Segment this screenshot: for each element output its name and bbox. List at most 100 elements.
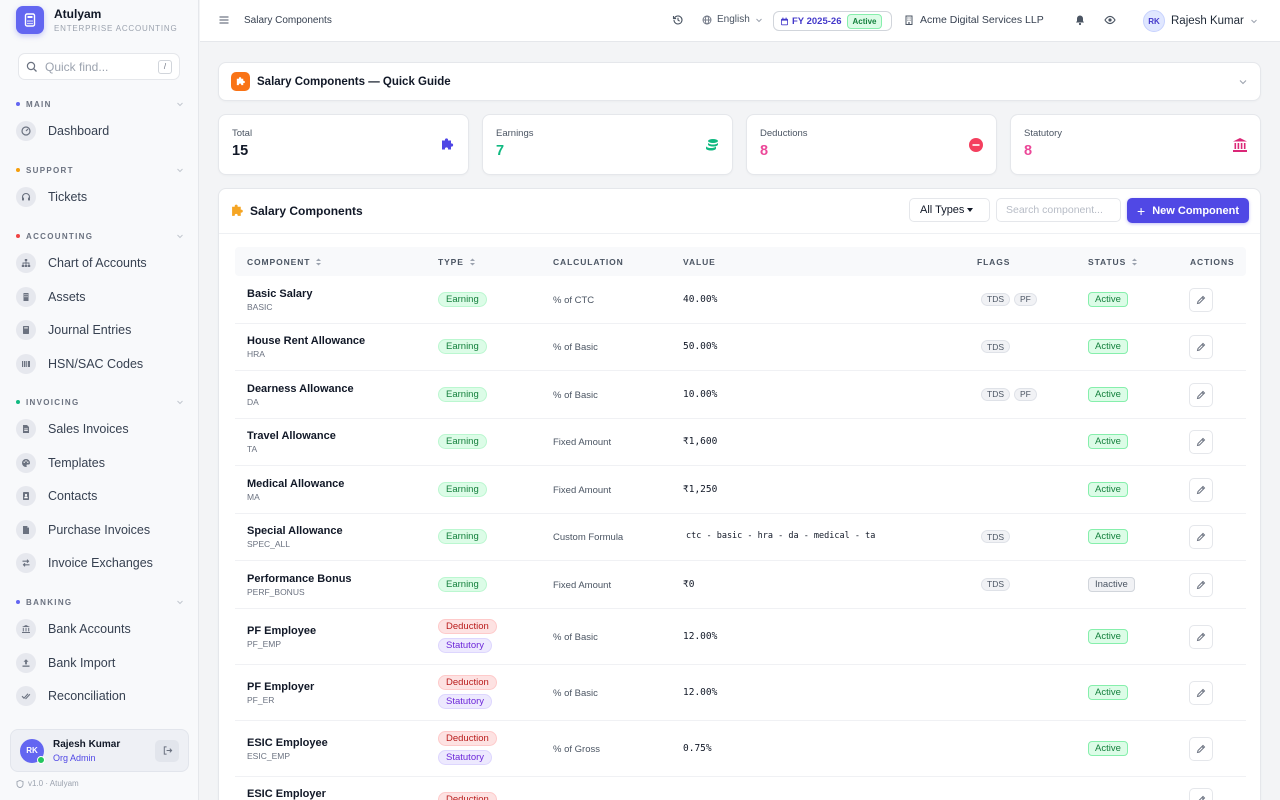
stat-value: 15 xyxy=(232,143,249,159)
edit-button[interactable] xyxy=(1189,525,1213,550)
upload-icon xyxy=(16,652,36,673)
edit-button[interactable] xyxy=(1189,788,1213,800)
nav-section-invoicing[interactable]: INVOICING xyxy=(16,396,184,408)
menu-icon[interactable] xyxy=(218,14,230,26)
sidebar-item-label: Bank Import xyxy=(48,655,116,670)
edit-button[interactable] xyxy=(1189,287,1213,312)
type-badge-earning: Earning xyxy=(438,576,487,592)
edit-button[interactable] xyxy=(1189,335,1213,360)
logout-button[interactable] xyxy=(155,739,179,762)
sidebar-item-tickets[interactable]: Tickets xyxy=(16,183,184,211)
component-name: Travel Allowance xyxy=(247,430,336,443)
flag-badge-tds: TDS xyxy=(981,292,1010,306)
quick-find[interactable]: / xyxy=(18,53,180,80)
sidebar-item-label: Tickets xyxy=(48,190,88,204)
table-row[interactable]: Medical Allowance MA Earning Fixed Amount ₹1… xyxy=(235,466,1246,514)
user-menu[interactable]: RK Rajesh Kumar xyxy=(1143,10,1258,32)
sidebar-item-bank-accounts[interactable]: Bank Accounts xyxy=(16,615,184,643)
table-row[interactable]: PF Employee PF_EMP Deduction Statutory % of … xyxy=(235,609,1246,665)
table-row[interactable]: ESIC Employer Deduction xyxy=(235,777,1246,800)
edit-button[interactable] xyxy=(1189,624,1213,649)
sidebar-item-label: Journal Entries xyxy=(48,323,132,338)
sidebar-item-contacts[interactable]: Contacts xyxy=(16,482,184,510)
flag-badge-pf: PF xyxy=(1014,387,1037,401)
sidebar-item-purchase-invoices[interactable]: Purchase Invoices xyxy=(16,516,184,544)
nav-section-banking[interactable]: BANKING xyxy=(16,596,184,608)
history-icon[interactable] xyxy=(672,14,684,26)
type-badge-earning: Earning xyxy=(438,386,487,402)
component-value: 12.00% xyxy=(683,630,718,642)
sidebar-item-bank-import[interactable]: Bank Import xyxy=(16,649,184,677)
edit-button[interactable] xyxy=(1189,430,1213,455)
status-badge: Active xyxy=(1088,684,1128,700)
calculation-method: % of Basic xyxy=(553,342,598,354)
stat-card-earnings: Earnings 7 xyxy=(482,114,733,175)
table-row[interactable]: ESIC Employee ESIC_EMP Deduction Statutory%… xyxy=(235,721,1246,777)
new-component-button[interactable]: + New Component xyxy=(1127,198,1249,223)
column-header-flags: FLAGS xyxy=(977,257,1011,267)
fiscal-year-selector[interactable]: FY 2025-26 Active xyxy=(773,11,892,31)
pencil-icon xyxy=(1196,390,1206,399)
nav-section-support[interactable]: SUPPORT xyxy=(16,164,184,176)
table-row[interactable]: Basic Salary BASIC Earning % of CTC 40.00% TD… xyxy=(235,276,1246,324)
user-card[interactable]: RK Rajesh Kumar Org Admin xyxy=(10,729,189,772)
nav-section-accounting[interactable]: ACCOUNTING xyxy=(16,230,184,242)
chevron-down-icon xyxy=(177,600,183,605)
table-row[interactable]: Travel Allowance TA Earning Fixed Amount ₹1,… xyxy=(235,419,1246,466)
quick-guide-panel[interactable]: Salary Components — Quick Guide xyxy=(218,62,1261,101)
table-row[interactable]: Performance Bonus PERF_BONUS Earning Fixed … xyxy=(235,561,1246,609)
edit-button[interactable] xyxy=(1189,680,1213,705)
fiscal-year-label: FY 2025-26 xyxy=(792,15,842,27)
status-badge: Inactive xyxy=(1088,576,1135,592)
bell-icon[interactable] xyxy=(1074,14,1086,26)
puzzle-icon xyxy=(231,72,250,91)
edit-button[interactable] xyxy=(1189,477,1213,502)
sidebar-item-dashboard[interactable]: Dashboard xyxy=(16,117,184,145)
logout-icon xyxy=(163,746,172,755)
pencil-icon xyxy=(1196,343,1206,352)
company-selector[interactable]: Acme Digital Services LLP xyxy=(904,14,1044,26)
quick-find-input[interactable] xyxy=(45,59,150,74)
component-search-input[interactable] xyxy=(996,198,1121,222)
sidebar-item-hsn-sac-codes[interactable]: HSN/SAC Codes xyxy=(16,350,184,378)
salary-components-card: Salary Components All Types + New Compon… xyxy=(218,188,1261,800)
section-dot xyxy=(16,234,20,238)
sidebar-item-journal-entries[interactable]: Journal Entries xyxy=(16,316,184,344)
brand[interactable]: Atulyam ENTERPRISE ACCOUNTING xyxy=(16,6,177,34)
sidebar-item-sales-invoices[interactable]: Sales Invoices xyxy=(16,415,184,443)
column-header-component[interactable]: COMPONENT xyxy=(247,257,322,267)
table-row[interactable]: House Rent Allowance HRA Earning % of Basic… xyxy=(235,324,1246,371)
status-badge: Active xyxy=(1088,628,1128,644)
column-header-status[interactable]: STATUS xyxy=(1088,257,1138,267)
type-badge-deduction: Deduction xyxy=(438,730,497,746)
sidebar-item-reconciliation[interactable]: Reconciliation xyxy=(16,682,184,710)
sidebar-item-assets[interactable]: Assets xyxy=(16,283,184,311)
edit-button[interactable] xyxy=(1189,572,1213,597)
edit-button[interactable] xyxy=(1189,382,1213,407)
stat-value: 8 xyxy=(760,143,769,159)
sidebar: Atulyam ENTERPRISE ACCOUNTING / MAIN Das… xyxy=(0,0,199,800)
status-badge: Active xyxy=(1088,740,1128,756)
chevron-down-icon[interactable] xyxy=(1238,77,1248,87)
status-badge: Active xyxy=(1088,339,1128,355)
table-row[interactable]: Dearness Allowance DA Earning % of Basic 10.… xyxy=(235,371,1246,419)
sidebar-item-templates[interactable]: Templates xyxy=(16,449,184,477)
nav-section-main[interactable]: MAIN xyxy=(16,98,184,110)
barcode-icon xyxy=(16,353,36,374)
edit-button[interactable] xyxy=(1189,736,1213,761)
sidebar-item-invoice-exchanges[interactable]: Invoice Exchanges xyxy=(16,549,184,577)
headset-icon xyxy=(16,187,36,207)
puzzle-icon xyxy=(442,138,454,150)
table-row[interactable]: Special Allowance SPEC_ALL Earning Custom F… xyxy=(235,514,1246,561)
sidebar-item-chart-of-accounts[interactable]: Chart of Accounts xyxy=(16,249,184,277)
language-selector[interactable]: English xyxy=(702,14,768,25)
sidebar-item-label: Sales Invoices xyxy=(48,422,129,436)
component-value: 0.75% xyxy=(683,742,712,754)
column-header-actions: ACTIONS xyxy=(1190,257,1235,267)
column-header-type[interactable]: TYPE xyxy=(438,257,476,267)
type-filter-select[interactable]: All Types xyxy=(909,198,990,222)
eye-icon[interactable] xyxy=(1104,14,1116,26)
calculation-method: % of Gross xyxy=(553,743,600,755)
calculation-method: % of Basic xyxy=(553,631,598,643)
table-row[interactable]: PF Employer PF_ER Deduction Statutory % of B… xyxy=(235,665,1246,721)
